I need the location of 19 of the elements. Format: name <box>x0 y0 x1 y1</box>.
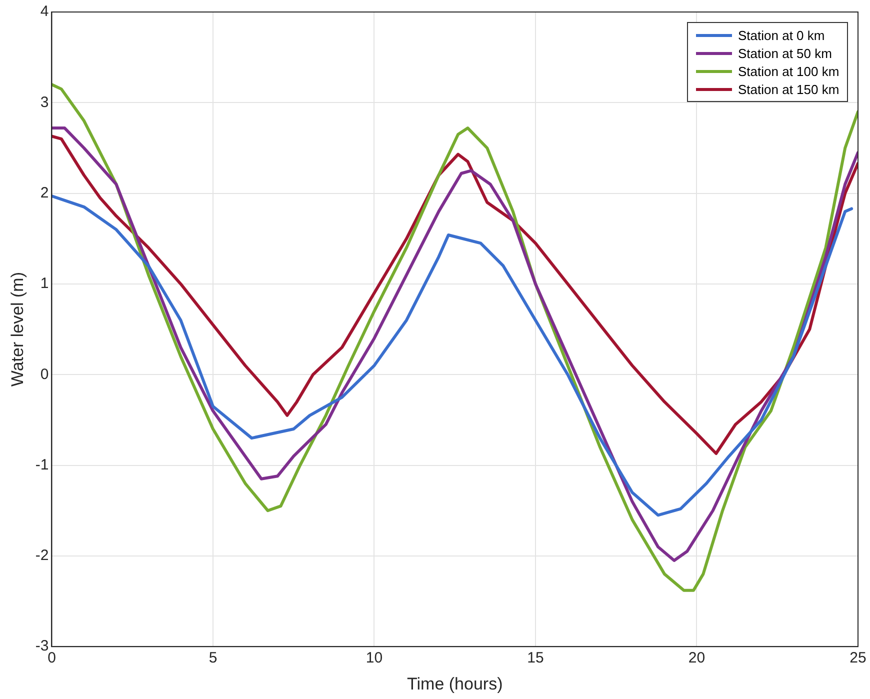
y-tick-label: -3 <box>35 638 49 655</box>
y-tick-label: -2 <box>35 547 49 564</box>
legend-label: Station at 150 km <box>738 82 840 96</box>
x-tick-label: 10 <box>366 650 383 667</box>
y-tick-label: 0 <box>40 366 49 383</box>
y-tick-label: 2 <box>40 184 49 202</box>
x-tick-label: 20 <box>688 650 706 667</box>
y-tick-label: 4 <box>40 3 49 20</box>
y-tick-label: -1 <box>35 456 49 474</box>
y-axis-title: Water level (m) <box>8 272 27 387</box>
x-tick-label: 25 <box>850 650 866 667</box>
y-tick-label: 3 <box>40 94 49 111</box>
legend-label: Station at 50 km <box>738 46 832 60</box>
x-axis-title: Time (hours) <box>407 674 503 694</box>
legend-label: Station at 0 km <box>738 28 825 42</box>
legend-label: Station at 100 km <box>738 64 840 78</box>
y-tick-label: 1 <box>40 275 49 292</box>
x-tick-label: 5 <box>208 650 218 667</box>
x-tick-label: 15 <box>527 650 544 667</box>
